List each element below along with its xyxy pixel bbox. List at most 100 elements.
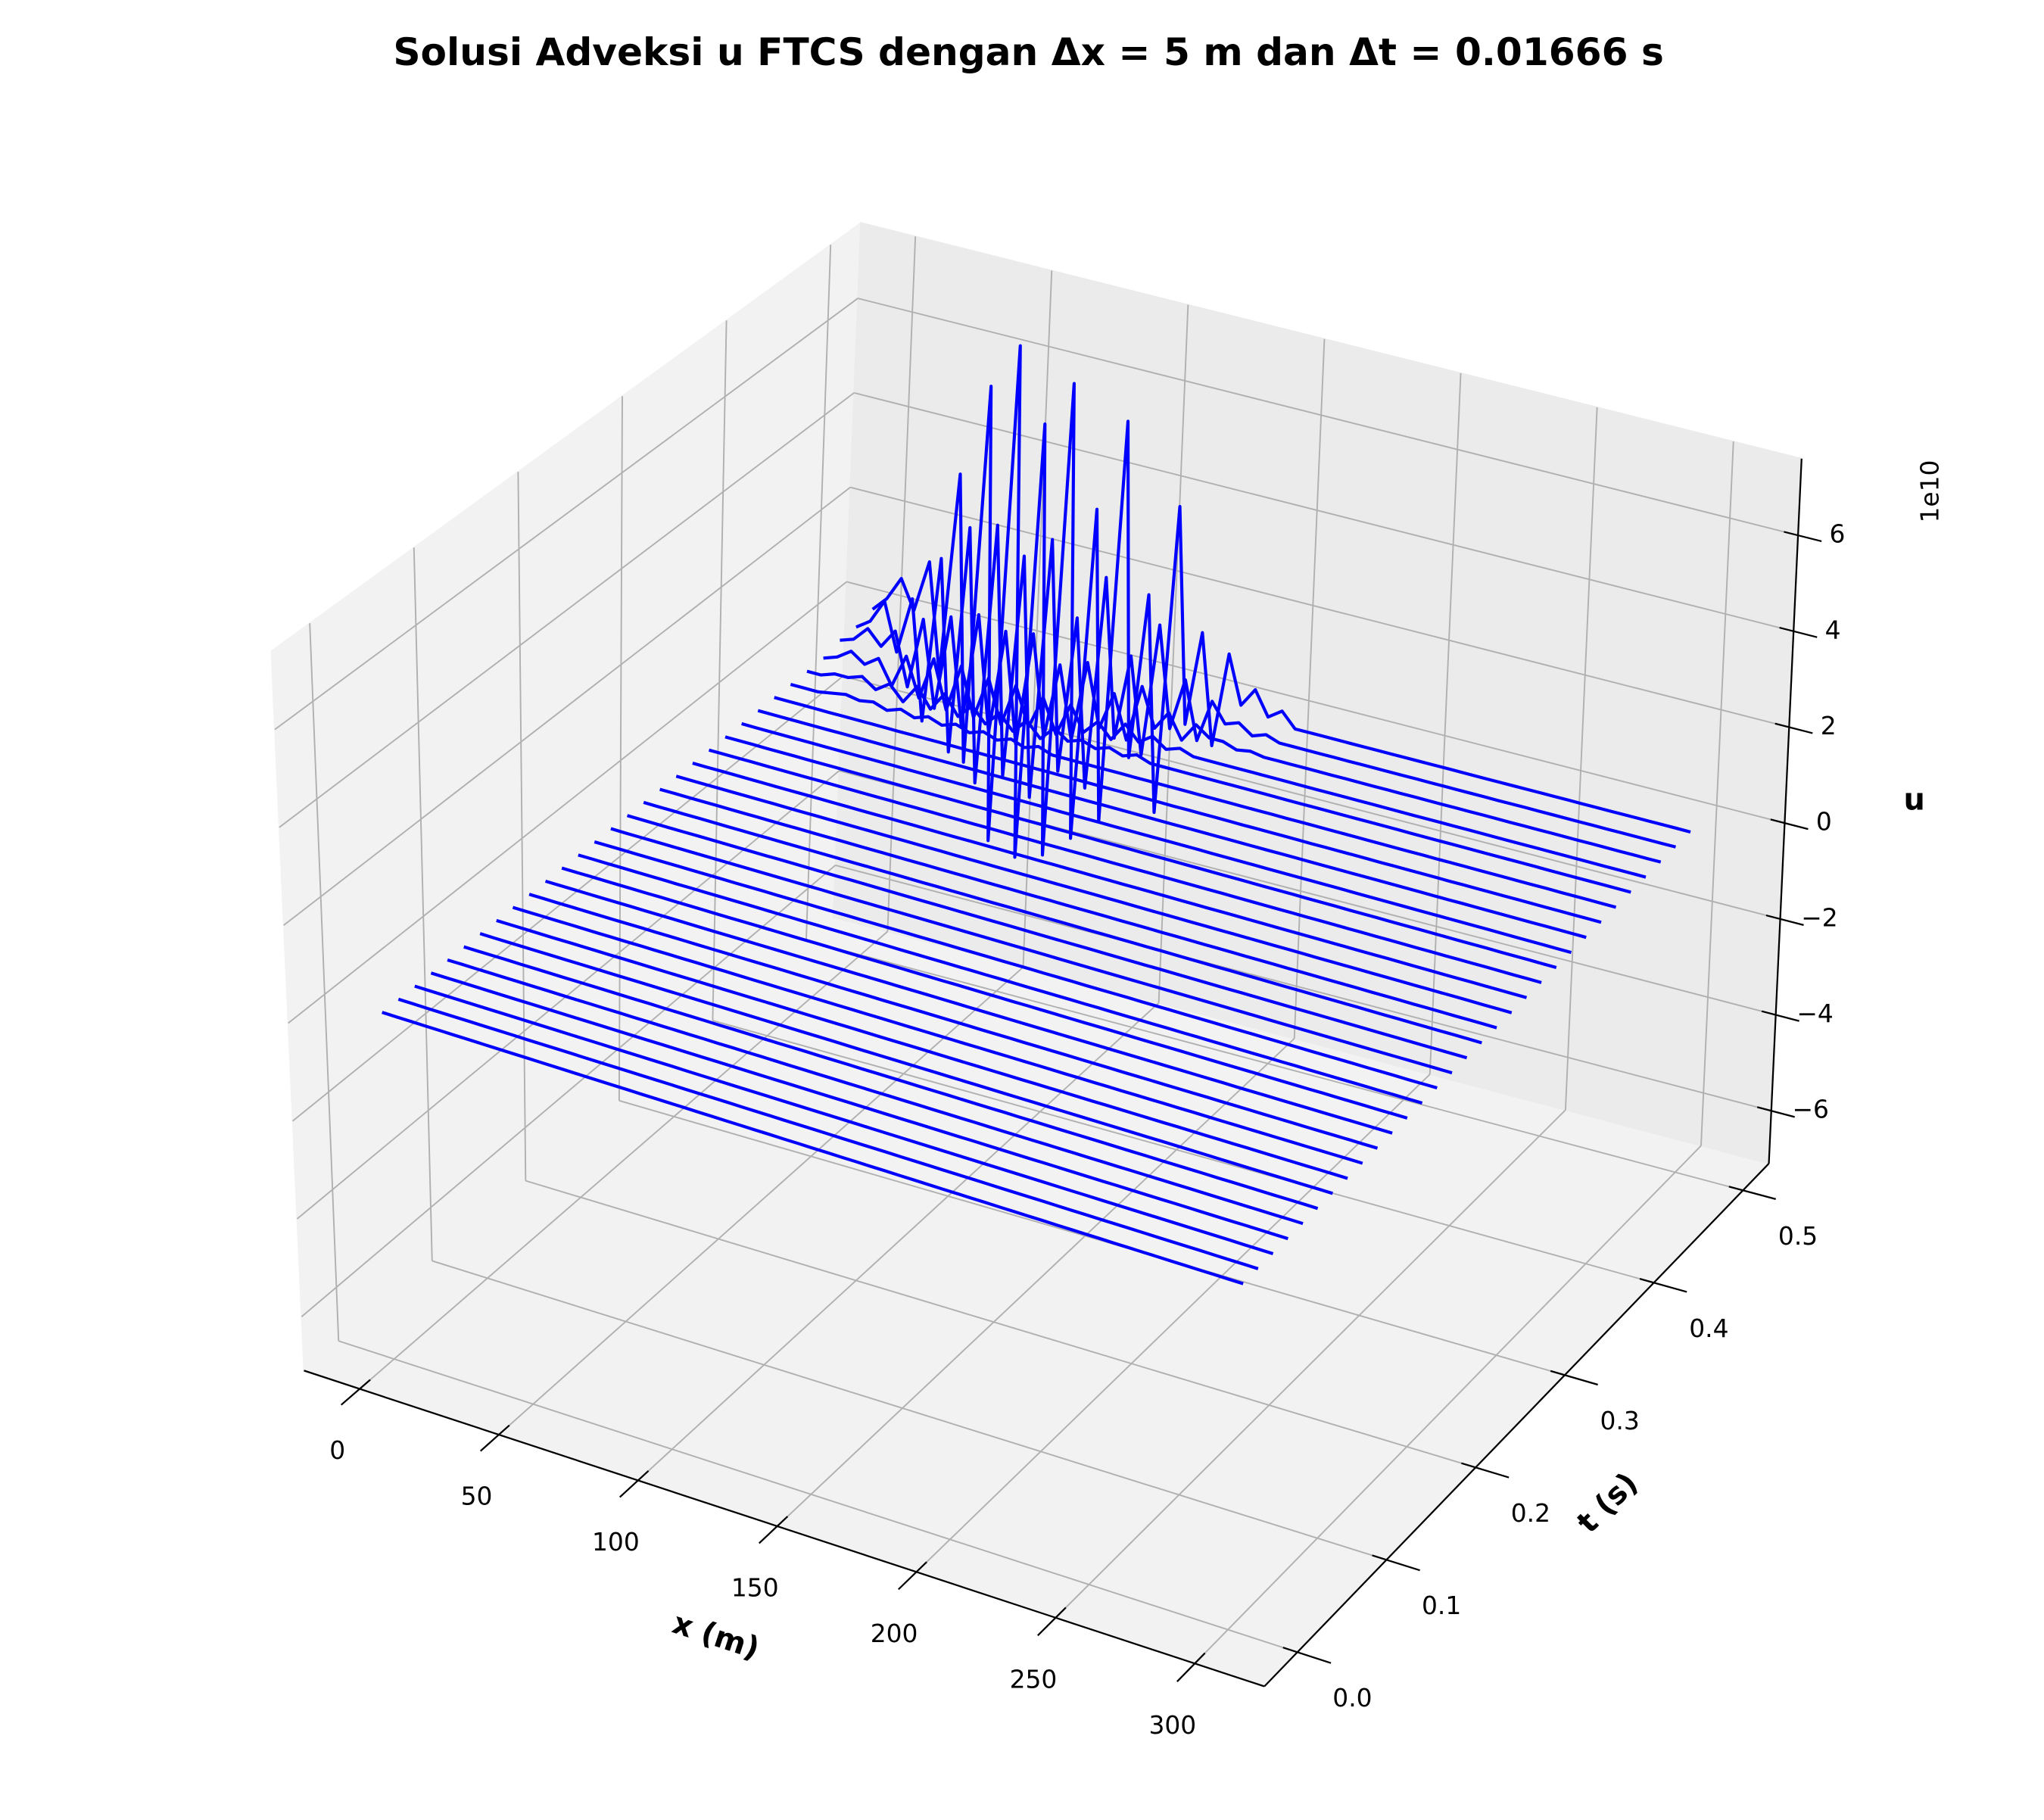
y-tick-label: 0.3: [1600, 1406, 1639, 1435]
data-line: [561, 866, 1408, 1120]
grid-line: [283, 486, 851, 926]
grid-line: [1564, 407, 1598, 1111]
grid-line: [1055, 1109, 1566, 1619]
tick-mark: [1756, 1106, 1795, 1118]
x-axis-label: x (m): [668, 1606, 764, 1666]
data-line: [790, 682, 1617, 909]
data-line: [757, 709, 1587, 940]
x-tick-label: 50: [461, 1482, 493, 1511]
y-tick-label: 0.2: [1511, 1498, 1550, 1528]
data-line: [496, 918, 1348, 1180]
grid-line: [1429, 372, 1462, 1075]
grid-line: [1700, 441, 1734, 1146]
tick-mark: [1037, 1607, 1067, 1637]
data-line: [479, 932, 1333, 1195]
z-tick-label: 2: [1821, 711, 1837, 740]
data-line: [397, 997, 1259, 1270]
grid-line: [886, 236, 917, 932]
tick-mark: [1372, 1554, 1420, 1572]
tick-mark: [1784, 531, 1822, 543]
data-line: [692, 761, 1528, 999]
tick-mark: [340, 1379, 371, 1406]
data-line: [724, 735, 1557, 969]
grid: [274, 236, 1799, 1664]
grid-line: [637, 1002, 1160, 1482]
grid-line: [853, 391, 1794, 632]
grid-line: [338, 1340, 1298, 1653]
grid-line: [291, 675, 843, 1122]
tick-mark: [898, 1561, 927, 1591]
grid-line: [413, 547, 433, 1261]
y-tick-label: 0.0: [1332, 1683, 1372, 1712]
grid-line: [777, 1038, 1295, 1527]
grid-line: [857, 298, 1799, 537]
data-line: [708, 748, 1542, 984]
y-tick-label: 0.1: [1422, 1591, 1461, 1620]
tick-mark: [618, 1470, 650, 1498]
grid-line: [618, 396, 623, 1101]
x-tick-label: 200: [871, 1619, 918, 1648]
grid-line: [432, 1260, 1387, 1561]
tick-mark: [1761, 1010, 1799, 1022]
data-line: [512, 905, 1363, 1165]
axes: 0 50 100 150 200 250 300 0.0 0.1 0.2 0.3 0.4 0.5 −6 −4…: [304, 458, 1845, 1740]
grid-line: [279, 392, 855, 828]
data-line: [430, 971, 1288, 1241]
z-tick-label: −4: [1796, 999, 1833, 1028]
grid-line: [309, 623, 340, 1342]
y-tick-label: 0.4: [1689, 1314, 1728, 1343]
grid-line: [1194, 1145, 1702, 1664]
grid-line: [835, 864, 1772, 1112]
grid-line: [274, 298, 858, 731]
tick-mark: [1774, 722, 1813, 734]
tick-mark: [1765, 914, 1804, 926]
z-tick-label: 4: [1825, 615, 1841, 644]
grid-line: [805, 245, 832, 941]
x-tick-label: 150: [731, 1572, 779, 1602]
grid-line: [1022, 270, 1053, 968]
grid-line: [517, 472, 527, 1181]
x-tick-label: 0: [329, 1435, 345, 1465]
tick-mark: [1770, 818, 1809, 831]
y-axis-label: t (s): [1570, 1466, 1644, 1540]
x-tick-label: 100: [592, 1527, 640, 1557]
data-line: [594, 840, 1438, 1090]
tick-mark: [1282, 1647, 1332, 1664]
grid-line: [712, 1020, 1654, 1284]
data-line: [643, 800, 1482, 1045]
grid-line: [1293, 338, 1326, 1039]
data-line: [855, 523, 1676, 849]
data-line: [544, 879, 1393, 1135]
z-axis-label: u: [1903, 783, 1924, 818]
grid-line: [498, 966, 1024, 1435]
data-line: [414, 984, 1274, 1255]
tick-mark: [1728, 1186, 1776, 1200]
x-tick-label: 300: [1148, 1710, 1196, 1740]
data-line: [463, 945, 1319, 1211]
grid-line: [288, 581, 847, 1024]
tick-mark: [758, 1516, 789, 1544]
tick-mark: [1639, 1278, 1687, 1293]
y-tick-label: 0.5: [1778, 1221, 1818, 1251]
lines: [382, 344, 1691, 1286]
data-line: [382, 1011, 1244, 1286]
data-line: [675, 774, 1513, 1014]
z-offset-label: 1e10: [1915, 460, 1945, 523]
grid-line: [618, 1099, 1566, 1376]
data-line: [626, 814, 1468, 1060]
grid-line: [1158, 304, 1189, 1003]
data-line: [741, 721, 1572, 955]
axis-line: [304, 1370, 1265, 1688]
data-line: [774, 696, 1602, 924]
z-tick-label: −6: [1792, 1095, 1828, 1124]
x-tick-label: 250: [1010, 1664, 1058, 1694]
data-line: [528, 893, 1379, 1150]
data-line: [578, 853, 1423, 1105]
grid-line: [805, 940, 1743, 1192]
grid-line: [712, 320, 728, 1021]
data-line: [840, 612, 1662, 864]
tick-mark: [479, 1424, 510, 1452]
tick-mark: [1176, 1652, 1206, 1682]
axis-line: [1263, 1163, 1770, 1688]
